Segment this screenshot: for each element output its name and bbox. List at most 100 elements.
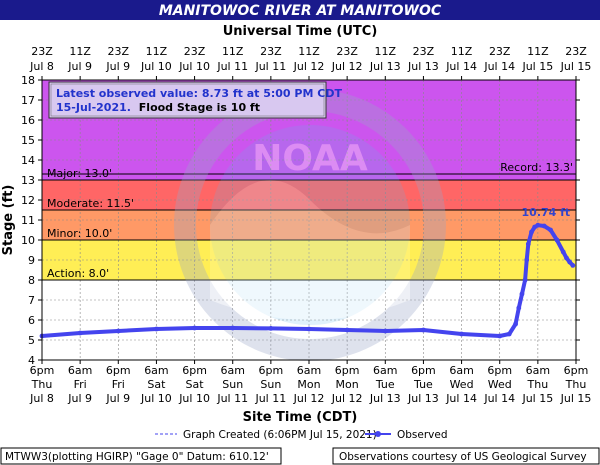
- observed-point: [522, 277, 528, 283]
- x-tick-label-day: Tue: [413, 378, 433, 391]
- x-tick-label-day: Mon: [336, 378, 359, 391]
- x-top-tick-label-date: Jul 15: [521, 60, 553, 73]
- x-tick-label-date: Jul 12: [331, 392, 363, 405]
- x-top-tick-label-time: 23Z: [184, 45, 206, 58]
- observed-point: [506, 331, 512, 337]
- x-tick-label-time: 6am: [449, 364, 473, 377]
- flood-stage-text: 15-Jul-2021. Flood Stage is 10 ft: [56, 101, 260, 114]
- footer-right-box: [332, 447, 600, 465]
- observed-point: [519, 291, 525, 297]
- observed-point: [421, 327, 426, 333]
- y-tick-label: 18: [21, 74, 35, 87]
- x-tick-label-date: Jul 9: [105, 392, 130, 405]
- x-top-tick-label-time: 23Z: [413, 45, 435, 58]
- y-axis-title: Stage (ft): [1, 185, 16, 256]
- y-tick-label: 16: [21, 114, 35, 127]
- observed-point: [497, 333, 503, 339]
- observed-point: [268, 326, 274, 331]
- y-tick-label: 15: [21, 134, 35, 147]
- observed-point: [570, 263, 576, 268]
- x-tick-label-day: Thu: [527, 378, 549, 391]
- footer: MTWW3(plotting HGIRP) "Gage 0" Datum: 61…: [0, 447, 600, 465]
- noaa-watermark: NOAA: [174, 89, 446, 361]
- x-tick-label-date: Jul 15: [521, 392, 553, 405]
- x-top-tick-label-date: Jul 13: [407, 60, 439, 73]
- x-tick-label-date: Jul 12: [293, 392, 325, 405]
- x-tick-label-day: Mon: [297, 378, 320, 391]
- flood-stage-label: Flood Stage is 10 ft: [139, 101, 260, 114]
- x-tick-label-time: 6am: [526, 364, 550, 377]
- threshold-label-action: Action: 8.0': [47, 267, 109, 280]
- x-top-tick-label-date: Jul 9: [67, 60, 92, 73]
- observed-point: [344, 327, 350, 333]
- y-tick-label: 6: [28, 314, 35, 327]
- x-tick-label-date: Jul 13: [369, 392, 401, 405]
- observed-point: [154, 326, 159, 332]
- x-top-tick-label-time: 11Z: [451, 45, 473, 58]
- x-top-tick-label-date: Jul 12: [293, 60, 325, 73]
- y-tick-label: 4: [28, 354, 35, 367]
- x-top-tick-label-time: 23Z: [260, 45, 282, 58]
- x-top-tick-label-date: Jul 14: [445, 60, 477, 73]
- top-axis-title: Universal Time (UTC): [223, 24, 378, 39]
- x-top-tick-label-time: 11Z: [298, 45, 320, 58]
- x-top-tick-label-time: 11Z: [527, 45, 549, 58]
- x-top-tick-label-date: Jul 8: [29, 60, 54, 73]
- y-tick-label: 13: [21, 174, 35, 187]
- latest-date-text: 15-Jul-2021.: [56, 101, 131, 114]
- x-tick-label-time: 6am: [144, 364, 168, 377]
- observed-point: [560, 249, 566, 255]
- x-tick-label-time: 6am: [68, 364, 92, 377]
- x-tick-label-date: Jul 13: [407, 392, 439, 405]
- x-tick-label-day: Sat: [186, 378, 205, 391]
- threshold-label-moderate: Moderate: 11.5': [47, 197, 134, 210]
- x-tick-label-time: 6pm: [335, 364, 360, 377]
- x-tick-label-time: 6am: [220, 364, 244, 377]
- observed-point: [77, 330, 83, 336]
- observed-point: [525, 241, 531, 247]
- threshold-label-minor: Minor: 10.0': [47, 227, 112, 240]
- x-top-tick-label-date: Jul 12: [331, 60, 363, 73]
- y-tick-label: 8: [28, 274, 35, 287]
- footer-datum-text: MTWW3(plotting HGIRP) "Gage 0" Datum: 61…: [5, 451, 269, 463]
- x-tick-label-time: 6pm: [259, 364, 284, 377]
- observed-point: [516, 305, 522, 311]
- x-tick-label-day: Wed: [450, 378, 474, 391]
- x-top-tick-label-time: 23Z: [336, 45, 358, 58]
- y-tick-label: 9: [28, 254, 35, 267]
- x-tick-label-date: Jul 11: [254, 392, 286, 405]
- observed-point: [230, 325, 236, 331]
- svg-text:NOAA: NOAA: [252, 138, 368, 179]
- x-tick-label-time: 6pm: [564, 364, 589, 377]
- observed-point: [541, 223, 547, 229]
- x-top-tick-label-date: Jul 11: [254, 60, 286, 73]
- x-tick-label-date: Jul 9: [67, 392, 92, 405]
- y-tick-label: 7: [28, 294, 35, 307]
- observed-point: [567, 259, 573, 265]
- observed-point: [513, 321, 519, 327]
- chart-title: MANITOWOC RIVER AT MANITOWOC: [159, 3, 442, 19]
- x-top-tick-label-date: Jul 15: [560, 60, 592, 73]
- x-tick-label-date: Jul 11: [216, 392, 248, 405]
- observed-point: [548, 227, 553, 233]
- bottom-axis-title: Site Time (CDT): [243, 410, 358, 425]
- observed-point: [459, 331, 464, 337]
- x-top-tick-label-date: Jul 11: [216, 60, 248, 73]
- x-top-tick-label-time: 11Z: [146, 45, 168, 58]
- x-top-tick-label-time: 23Z: [108, 45, 130, 58]
- observed-point: [382, 328, 388, 334]
- x-top-tick-label-date: Jul 14: [483, 60, 515, 73]
- x-top-tick-label-time: 23Z: [31, 45, 53, 58]
- footer-credit-text: Observations courtesy of US Geological S…: [339, 451, 587, 463]
- x-tick-label-date: Jul 8: [29, 392, 54, 405]
- x-tick-label-day: Thu: [565, 378, 587, 391]
- latest-observation-box: Latest observed value: 8.73 ft at 5:00 P…: [48, 81, 342, 119]
- legend-observed-marker: [375, 431, 381, 437]
- x-tick-label-time: 6pm: [182, 364, 207, 377]
- x-tick-label-day: Fri: [112, 378, 125, 391]
- x-top-tick-label-time: 11Z: [375, 45, 397, 58]
- y-tick-label: 11: [21, 214, 35, 227]
- x-tick-label-date: Jul 14: [445, 392, 477, 405]
- legend-observed-text: Observed: [397, 429, 448, 441]
